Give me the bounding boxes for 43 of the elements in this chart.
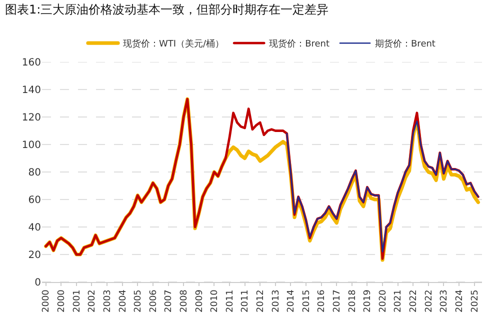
x-tick-label: 2022 [424, 290, 434, 313]
x-tick-label: 2011 [240, 290, 251, 313]
x-tick-label: 2024 [454, 289, 465, 313]
x-tick-label: 2020 [378, 289, 388, 313]
y-tick-label: 40 [28, 222, 41, 234]
x-tick-label: 2013 [271, 290, 282, 313]
x-tick-label: 2008 [179, 289, 190, 313]
legend-label: 现货价：WTI（美元/桶） [123, 38, 224, 50]
x-tick-label: 2014 [286, 289, 297, 313]
chart-title: 图表1:三大原油价格波动基本一致，但部分时期存在一定差异 [5, 2, 329, 16]
x-tick-label: 2005 [134, 290, 144, 313]
y-tick-label: 80 [28, 168, 41, 178]
y-tick-label: 120 [22, 112, 41, 124]
y-tick-label: 140 [22, 85, 41, 96]
y-tick-label: 0 [34, 278, 41, 288]
y-tick-label: 100 [22, 140, 41, 151]
y-tick-label: 60 [28, 195, 41, 206]
x-tick-label: 2010 [210, 289, 220, 313]
x-tick-label: 2019 [363, 289, 374, 313]
x-tick-label: 2000 [57, 289, 68, 313]
x-tick-label: 2002 [88, 290, 98, 313]
x-tick-label: 2018 [348, 289, 358, 313]
x-tick-label: 2017 [332, 290, 343, 313]
y-tick-label: 20 [28, 250, 41, 261]
x-tick-label: 2022 [409, 290, 420, 313]
x-tick-label: 2021 [394, 290, 404, 313]
x-tick-label: 2016 [317, 289, 328, 313]
legend-label: 期货价：Brent [375, 38, 436, 50]
x-tick-label: 2000 [42, 289, 52, 313]
x-tick-label: 2025 [470, 290, 480, 313]
x-tick-label: 2023 [440, 290, 450, 313]
x-tick-label: 2007 [164, 290, 174, 313]
line-series [286, 120, 479, 252]
x-tick-label: 2001 [72, 290, 82, 313]
x-tick-label: 2009 [194, 289, 205, 313]
y-tick-label: 160 [22, 58, 41, 68]
x-tick-label: 2011 [225, 290, 236, 313]
x-tick-label: 2015 [302, 290, 312, 313]
x-tick-label: 2006 [148, 289, 159, 313]
x-tick-label: 2003 [102, 290, 113, 313]
x-tick-label: 2012 [256, 290, 266, 313]
x-tick-label: 2004 [118, 289, 128, 313]
legend-label: 现货价：Brent [269, 38, 330, 50]
